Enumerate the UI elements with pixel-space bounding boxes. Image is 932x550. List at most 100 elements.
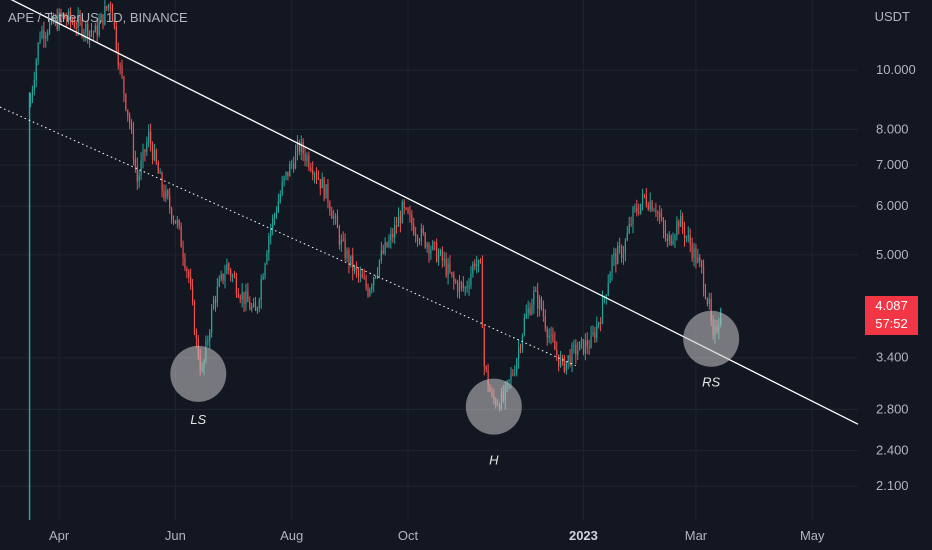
candle-body	[439, 250, 442, 255]
candle-body	[323, 178, 325, 199]
candle-body	[392, 233, 394, 238]
candle-body	[426, 244, 428, 248]
candle-body	[653, 210, 655, 212]
candle-body	[37, 42, 39, 61]
candle-body	[212, 299, 215, 309]
candle-body	[348, 250, 350, 265]
pattern-label-h: H	[489, 452, 499, 467]
candle-body	[94, 25, 96, 33]
candle-body	[535, 290, 537, 292]
candle-body	[702, 266, 705, 290]
candle-body	[523, 318, 525, 335]
candle-body	[514, 373, 516, 375]
candle-body	[447, 263, 449, 276]
candle-body	[266, 253, 268, 264]
candle-body	[352, 255, 354, 271]
candle-body	[235, 277, 238, 294]
candle-body	[466, 287, 468, 289]
candle-body	[420, 228, 422, 241]
candle-body	[245, 291, 247, 305]
candle-body	[529, 308, 531, 315]
candle-body	[443, 259, 445, 261]
price-axis[interactable]: 10.000 8.000 7.000 6.000 5.000 3.400 2.800 2.40…	[876, 62, 916, 493]
candle-body	[73, 22, 75, 28]
candle-body	[294, 151, 297, 169]
candle-body	[540, 298, 543, 309]
candle-body	[662, 219, 665, 229]
candle-body	[45, 35, 47, 39]
candle-body	[144, 149, 146, 153]
candle-body	[233, 275, 236, 278]
candle-body	[35, 60, 37, 80]
x-tick-label: Jun	[165, 528, 186, 543]
candle-body	[317, 178, 320, 180]
candle-body	[333, 216, 335, 219]
candle-body	[48, 22, 51, 34]
candle-body	[115, 25, 117, 50]
candle-body	[479, 259, 482, 263]
candle-body	[60, 12, 62, 17]
candle-body	[436, 242, 438, 262]
candle-body	[148, 131, 150, 143]
candle-body	[109, 4, 112, 6]
candle-body	[69, 11, 72, 21]
candle-body	[193, 301, 196, 334]
candle-body	[590, 334, 592, 348]
dotted-neckline	[0, 106, 577, 367]
candle-body	[375, 275, 377, 278]
candle-body	[161, 173, 163, 192]
candle-body	[580, 339, 583, 342]
candle-body	[441, 250, 443, 261]
candle-body	[43, 30, 45, 39]
candle-body	[64, 14, 66, 19]
candle-body	[476, 264, 478, 267]
candle-body	[575, 344, 577, 355]
candle-body	[598, 322, 600, 325]
candle-body	[453, 274, 455, 282]
candle-body	[136, 166, 138, 182]
candle-body	[689, 235, 691, 245]
candle-body	[460, 282, 463, 284]
candle-body	[457, 282, 459, 292]
candle-body	[592, 332, 594, 335]
candle-body	[336, 216, 339, 228]
candle-body	[100, 14, 102, 22]
candle-body	[487, 369, 489, 387]
candle-body	[121, 65, 123, 77]
candle-body	[254, 303, 257, 311]
candle-body	[209, 332, 211, 341]
candle-body	[430, 249, 432, 254]
candle-body	[550, 334, 552, 336]
symbol-title[interactable]: APE / TetherUS, 1D, BINANCE	[8, 10, 188, 25]
candle-body	[319, 179, 321, 189]
candle-body	[127, 109, 129, 116]
y-tick-label: 6.000	[876, 198, 909, 213]
candle-body	[33, 79, 35, 90]
x-tick-label: Oct	[398, 528, 419, 543]
candle-body	[577, 350, 579, 355]
candle-body	[458, 282, 461, 292]
candle-body	[329, 202, 331, 212]
candle-body	[90, 31, 93, 33]
x-tick-label: May	[800, 528, 825, 543]
candles	[28, 0, 722, 520]
candle-body	[407, 208, 409, 214]
candle-body	[258, 299, 260, 308]
candle-body	[586, 340, 588, 348]
y-tick-label: 3.400	[876, 350, 909, 365]
candle-body	[485, 366, 487, 370]
candle-body	[92, 31, 95, 33]
candle-body	[342, 239, 344, 241]
candle-body	[298, 142, 300, 152]
y-tick-label: 10.000	[876, 62, 916, 77]
candle-body	[184, 257, 186, 269]
candle-body	[102, 14, 104, 25]
candle-body	[338, 227, 340, 245]
candle-body	[405, 208, 407, 210]
time-axis[interactable]: Apr Jun Aug Oct 2023 Mar May	[49, 528, 825, 543]
candle-body	[697, 257, 699, 263]
candle-body	[710, 298, 712, 321]
candle-body	[647, 204, 649, 210]
candle-body	[542, 308, 544, 317]
